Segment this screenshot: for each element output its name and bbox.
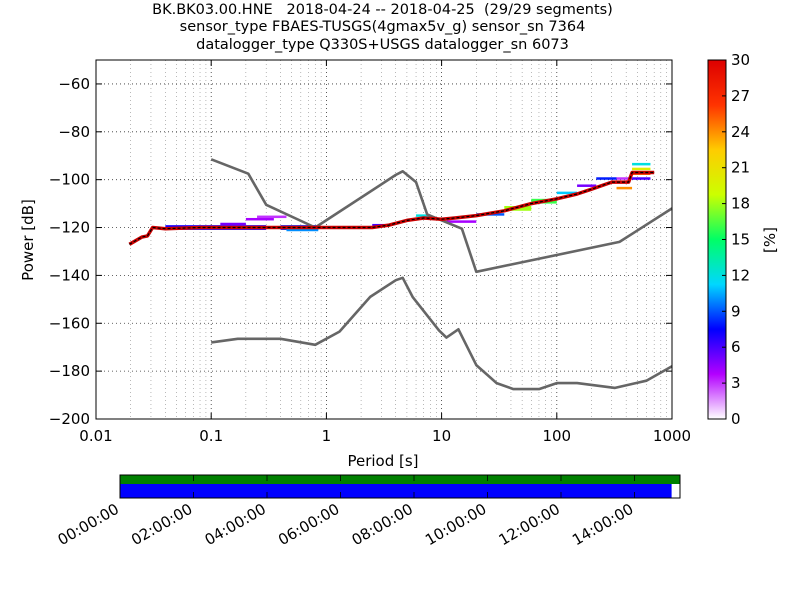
heat-band [257, 215, 287, 219]
colorbar-tick-label: 30 [731, 51, 750, 69]
y-tick-label: −160 [49, 314, 90, 332]
plot-border [95, 59, 673, 420]
y-tick-label: −120 [49, 219, 90, 237]
heat-band [220, 222, 246, 226]
plot-title-line-3: datalogger_type Q330S+USGS datalogger_sn… [196, 37, 569, 53]
x-axis-label: Period [s] [347, 452, 418, 470]
heat-band [632, 177, 651, 180]
timeline-label: 00:00:00 [55, 500, 122, 549]
y-tick-label: −100 [49, 171, 90, 189]
y-tick-label: −180 [49, 362, 90, 380]
y-tick-label: −200 [49, 410, 90, 428]
mode-line [129, 171, 655, 245]
heat-band [632, 162, 651, 166]
colorbar-tick-label: 21 [731, 159, 750, 177]
plot-background [96, 60, 672, 419]
heat-band [245, 217, 274, 221]
timeline-label: 10:00:00 [422, 500, 489, 549]
colorbar-tick-label: 18 [731, 195, 750, 213]
low-noise-model-line [211, 276, 673, 391]
heat-band [616, 177, 633, 180]
high-noise-model-line [210, 158, 673, 274]
colorbar-tick-label: 0 [731, 410, 741, 428]
plot-area [96, 60, 672, 419]
x-tick-label: 1000 [653, 427, 691, 445]
noise-model-lines [128, 158, 673, 391]
y-tick-label: −80 [58, 123, 90, 141]
y-axis-label: Power [dB] [19, 199, 37, 281]
y-tick-label: −60 [58, 75, 90, 93]
heat-band [416, 214, 431, 217]
x-tick-label: 0.1 [199, 427, 223, 445]
timeline-label: 08:00:00 [349, 500, 416, 549]
heat-band [446, 220, 477, 223]
colorbar: 0 3 6 9 12 15 18 21 24 27 30 [707, 51, 750, 428]
colorbar-tick-label: 15 [731, 231, 750, 249]
heat-band [632, 167, 651, 171]
colorbar-tick-label: 27 [731, 87, 750, 105]
colorbar-tick-label: 24 [731, 123, 750, 141]
coverage-bar-bottom [120, 484, 672, 498]
colorbar-tick-label: 3 [731, 374, 741, 392]
x-tick-label: 0.01 [79, 427, 112, 445]
coverage-bar-frame [119, 474, 681, 499]
heat-band [616, 186, 633, 190]
x-tick-label: 1 [322, 427, 332, 445]
heat-band [596, 177, 617, 180]
coverage-bar-top [120, 475, 680, 484]
colorbar-label: [%] [761, 227, 779, 253]
x-tick-label: 100 [542, 427, 571, 445]
colorbar-tick-label: 12 [731, 266, 750, 284]
timeline-label: 02:00:00 [128, 500, 195, 549]
heat-band [577, 184, 597, 187]
plot-frame [95, 59, 673, 420]
colorbar-tick-label: 9 [731, 302, 741, 320]
timeline-label: 04:00:00 [202, 500, 269, 549]
heat-band [286, 228, 319, 232]
plot-title-line-2: sensor_type FBAES-TUSGS(4gmax5v_g) senso… [179, 19, 586, 35]
timeline-label: 12:00:00 [496, 500, 563, 549]
timeline-label: 06:00:00 [275, 500, 342, 549]
axis-ticks: 0.01 0.1 1 10 100 1000 −200 −180 −160 −140 −120 −10… [49, 60, 691, 445]
plot-title-line-1: BK.BK03.00.HNE 2018-04-24 -- 2018-04-25 … [152, 2, 613, 18]
colorbar-tick-label: 6 [731, 338, 741, 356]
coverage-timeline: 00:00:00 02:00:00 04:00:00 06:00:00 08:00:00… [55, 474, 681, 549]
heat-band [556, 191, 578, 195]
x-tick-label: 10 [432, 427, 451, 445]
timeline-label: 14:00:00 [569, 500, 636, 549]
y-tick-label: −140 [49, 266, 90, 284]
